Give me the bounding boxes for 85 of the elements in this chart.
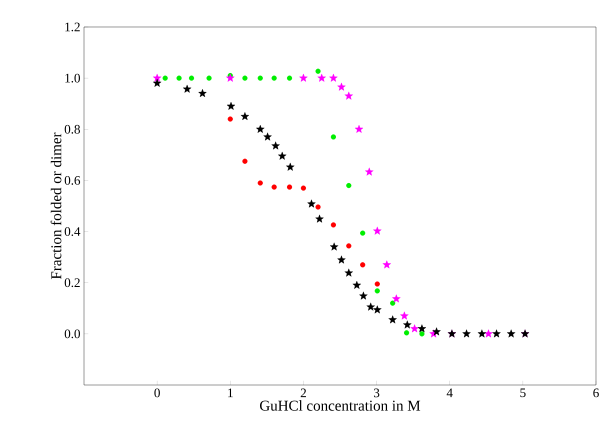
point [492,329,501,338]
point [263,132,272,141]
point [188,76,194,81]
point [242,76,248,81]
point [329,74,338,82]
point [344,92,353,100]
point [392,294,401,302]
point [374,288,380,294]
point [506,329,516,338]
point [307,200,316,208]
point [462,329,471,338]
point [352,280,362,289]
point [337,82,346,91]
point [330,134,336,140]
point [419,331,425,336]
point [373,226,382,235]
point [359,292,368,300]
point [478,329,486,338]
point [484,329,493,338]
point [272,184,277,190]
point [360,262,366,268]
x-tick-label: 2 [300,388,306,398]
point [299,74,308,82]
point [286,76,292,81]
point [330,242,338,251]
point [206,76,212,81]
point [400,312,409,320]
point [388,315,397,324]
point [354,124,364,133]
y-tick-label: 1.2 [65,22,80,32]
point [300,186,306,191]
point [152,74,162,82]
point [315,204,321,210]
point [346,182,352,188]
point [226,102,236,110]
point [404,330,410,336]
point [152,78,162,87]
y-tick-label: 0.0 [64,329,80,338]
y-tick-label: 0.6 [64,176,80,185]
point [198,89,207,98]
y-tick-label: 1.0 [65,74,80,83]
point [315,214,324,223]
x-tick-label: 4 [446,388,453,398]
point [272,76,277,81]
y-tick-label: 0.2 [64,278,80,288]
point [271,142,280,150]
x-tick-label: 5 [520,388,526,398]
point [344,268,353,277]
point [226,74,234,82]
point [330,222,336,228]
point [162,76,168,81]
point [240,112,250,120]
point [286,162,294,171]
y-tick-label: 0.4 [64,227,80,236]
x-tick-label: 6 [593,388,599,398]
point [346,243,352,248]
point [278,152,286,160]
point [432,327,441,336]
point [374,281,380,287]
point [182,84,192,93]
point [410,324,419,332]
point [258,180,263,186]
point [315,68,321,74]
point [418,324,426,332]
point [176,76,182,81]
point [318,74,326,82]
x-tick-label: 1 [228,388,233,398]
point [242,158,248,164]
point [337,256,346,264]
point [390,300,396,306]
x-tick-label: 3 [374,388,380,398]
point [366,302,375,311]
point [365,168,374,176]
point [360,230,366,236]
point [373,305,382,314]
point [286,184,292,190]
y-axis-title: Fraction folded or dimer [50,132,62,280]
point [403,320,412,329]
x-axis-title: GuHCl concentration in M [260,400,420,411]
y-tick-label: 0.8 [64,124,80,134]
point [258,76,263,81]
point [382,260,392,268]
point [228,116,233,122]
point [256,124,264,133]
x-tick-label: 0 [154,388,160,398]
